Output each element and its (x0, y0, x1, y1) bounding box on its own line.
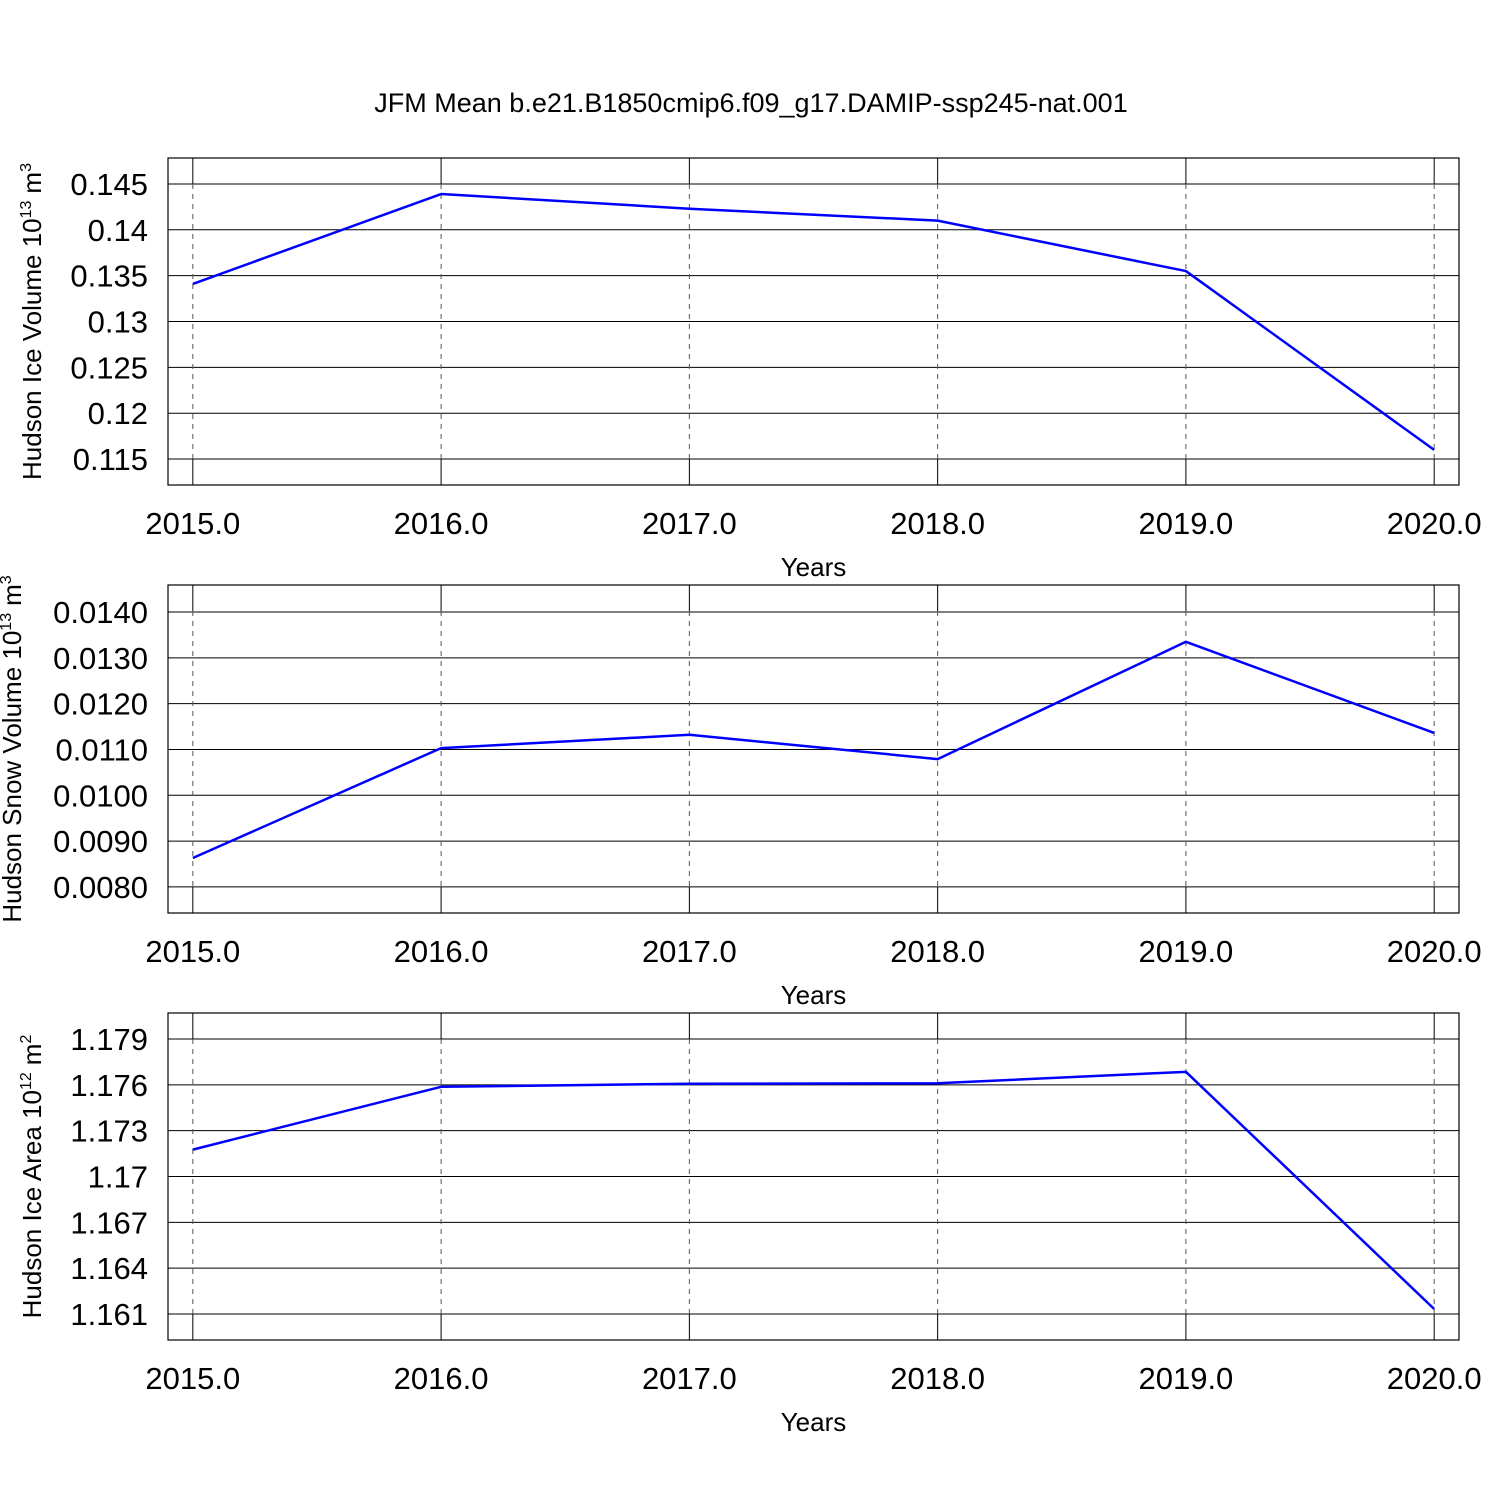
x-tick-label: 2015.0 (145, 506, 240, 541)
y-tick-label: 0.12 (88, 396, 148, 431)
y-tick-label: 1.161 (70, 1297, 148, 1332)
y-axis-title: Hudson Ice Area 1012 m2 (17, 1035, 47, 1319)
y-tick-label: 1.167 (70, 1205, 148, 1240)
y-axis-title-base: Hudson Ice Volume 10 (17, 218, 47, 480)
data-line (192, 1070, 1436, 1310)
x-tick-label: 2015.0 (145, 934, 240, 969)
y-axis-title-exponent: 13 (0, 613, 15, 631)
y-tick-label: 1.179 (70, 1022, 148, 1057)
y-tick-label: 0.0110 (55, 732, 148, 767)
y-tick-label: 0.14 (88, 213, 148, 248)
y-tick-label: 0.135 (70, 259, 148, 294)
y-tick-label: 0.0090 (53, 824, 148, 859)
y-tick-label: 0.145 (70, 167, 148, 202)
x-axis-title: Years (781, 980, 847, 1010)
y-axis-title-base: Hudson Snow Volume 10 (0, 631, 27, 923)
x-tick-label: 2015.0 (145, 1361, 240, 1396)
x-tick-label: 2020.0 (1387, 506, 1482, 541)
y-tick-label: 0.125 (70, 350, 148, 385)
y-axis-title-unit-exponent: 2 (18, 1035, 35, 1044)
x-tick-label: 2016.0 (394, 1361, 489, 1396)
x-tick-label: 2019.0 (1138, 1361, 1233, 1396)
x-axis-title: Years (781, 1407, 847, 1437)
y-tick-label: 0.13 (88, 305, 148, 340)
y-axis-title-unit-exponent: 3 (18, 163, 35, 172)
x-tick-label: 2018.0 (890, 506, 985, 541)
x-tick-label: 2016.0 (394, 934, 489, 969)
y-tick-label: 1.173 (70, 1114, 148, 1149)
y-tick-label: 0.0130 (53, 641, 148, 676)
figure-title: JFM Mean b.e21.B1850cmip6.f09_g17.DAMIP-… (374, 88, 1127, 118)
data-line (192, 192, 1435, 451)
x-tick-label: 2020.0 (1387, 1361, 1482, 1396)
y-tick-label: 0.0120 (53, 687, 148, 722)
y-axis-title: Hudson Snow Volume 1013 m3 (0, 575, 27, 922)
x-tick-label: 2018.0 (890, 934, 985, 969)
x-tick-label: 2017.0 (642, 506, 737, 541)
y-tick-label: 0.115 (73, 442, 148, 477)
y-axis-title: Hudson Ice Volume 1013 m3 (17, 163, 47, 480)
y-tick-label: 0.0080 (53, 870, 148, 905)
y-axis-title-exponent: 13 (18, 200, 35, 218)
x-tick-label: 2019.0 (1138, 934, 1233, 969)
x-tick-label: 2016.0 (394, 506, 489, 541)
x-tick-label: 2017.0 (642, 934, 737, 969)
y-axis-title-unit: m (17, 172, 47, 194)
data-line (192, 640, 1435, 860)
y-axis-title-unit-exponent: 3 (0, 575, 15, 584)
y-tick-label: 0.0140 (53, 595, 148, 630)
y-tick-label: 1.17 (88, 1160, 148, 1195)
y-tick-label: 1.176 (70, 1068, 148, 1103)
y-axis-title-exponent: 12 (18, 1072, 35, 1090)
x-tick-label: 2020.0 (1387, 934, 1482, 969)
x-tick-label: 2019.0 (1138, 506, 1233, 541)
x-tick-label: 2018.0 (890, 1361, 985, 1396)
y-tick-label: 0.0100 (53, 778, 148, 813)
y-axis-title-base: Hudson Ice Area 10 (17, 1090, 47, 1318)
x-tick-label: 2017.0 (642, 1361, 737, 1396)
y-axis-title-unit: m (0, 584, 27, 606)
y-tick-label: 1.164 (70, 1251, 148, 1286)
x-axis-title: Years (781, 552, 847, 582)
y-axis-title-unit: m (17, 1044, 47, 1066)
